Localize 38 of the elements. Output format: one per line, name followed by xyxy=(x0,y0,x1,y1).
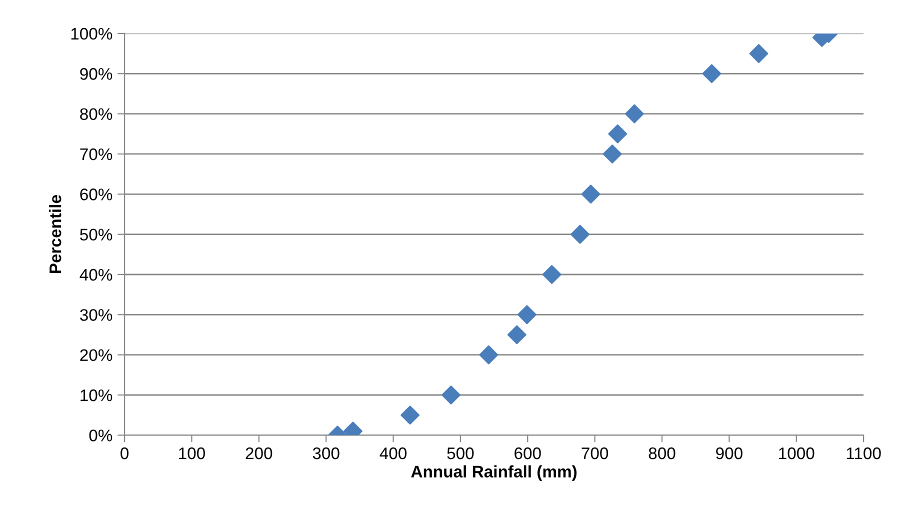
x-tick-label: 600 xyxy=(514,447,541,460)
point xyxy=(507,325,526,344)
point xyxy=(702,64,722,84)
y-tick-label: 10% xyxy=(80,389,112,402)
point xyxy=(479,345,498,364)
point xyxy=(749,44,768,64)
y-tick-label: 60% xyxy=(80,188,112,200)
y-tick-label: 20% xyxy=(80,349,112,362)
point xyxy=(602,144,622,164)
y-tick-label: 80% xyxy=(80,108,112,120)
y-tick-label: 70% xyxy=(80,148,112,160)
x-tick-label: 100 xyxy=(179,447,205,460)
x-tick-label: 1000 xyxy=(779,447,814,460)
point xyxy=(400,406,420,425)
point xyxy=(624,104,644,124)
point xyxy=(570,224,590,244)
point xyxy=(581,184,600,204)
point xyxy=(608,124,628,144)
y-axis-title: Percentile xyxy=(49,195,62,274)
x-tick-label: 500 xyxy=(447,447,474,460)
x-tick-label: 400 xyxy=(380,447,407,460)
y-tick-label: 40% xyxy=(80,268,112,281)
point xyxy=(442,386,461,404)
y-tick-label: 100% xyxy=(71,28,112,40)
x-tick-label: 1100 xyxy=(846,447,881,460)
x-axis-title: Annual Rainfall (mm) xyxy=(411,465,577,481)
x-tick-label: 200 xyxy=(246,447,272,460)
point xyxy=(542,265,562,284)
y-tick-label: 30% xyxy=(80,309,112,321)
y-tick-label: 0% xyxy=(89,430,112,442)
x-tick-label: 300 xyxy=(312,447,340,460)
x-tick-label: 0 xyxy=(120,447,129,460)
x-tick-label: 700 xyxy=(582,447,608,460)
y-tick-label: 50% xyxy=(80,228,112,241)
point xyxy=(517,305,536,324)
x-tick-label: 800 xyxy=(648,447,676,460)
y-tick-label: 90% xyxy=(80,68,112,80)
x-tick-label: 900 xyxy=(716,447,742,460)
